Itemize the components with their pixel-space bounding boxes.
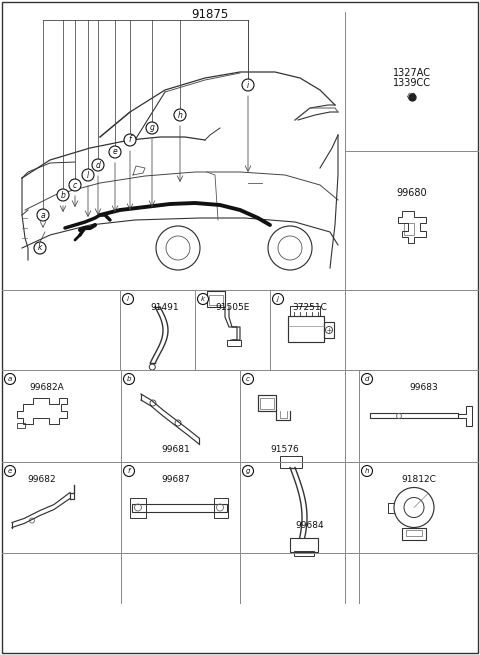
Text: a: a (41, 210, 45, 219)
Text: 1327AC: 1327AC (393, 69, 431, 79)
Text: 99683: 99683 (409, 383, 438, 392)
Text: k: k (201, 296, 205, 302)
Text: 1339CC: 1339CC (393, 79, 431, 88)
Bar (324, 322, 334, 338)
Text: 99684: 99684 (296, 521, 324, 530)
Circle shape (124, 134, 136, 146)
Text: f: f (129, 136, 132, 145)
Text: 99681: 99681 (162, 445, 191, 455)
Bar (214, 498, 228, 517)
Circle shape (361, 373, 372, 384)
Text: c: c (73, 181, 77, 189)
Text: d: d (96, 160, 100, 170)
Text: b: b (127, 376, 131, 382)
Circle shape (273, 293, 284, 305)
Text: f: f (128, 468, 130, 474)
Text: c: c (246, 376, 250, 382)
Circle shape (146, 122, 158, 134)
Text: 91576: 91576 (271, 445, 300, 455)
Circle shape (57, 189, 69, 201)
Bar (130, 498, 146, 517)
Text: 91812C: 91812C (402, 476, 436, 485)
Circle shape (122, 293, 133, 305)
Bar (280, 455, 302, 468)
Bar (132, 504, 227, 512)
Circle shape (4, 373, 15, 384)
Circle shape (156, 226, 200, 270)
Circle shape (69, 179, 81, 191)
Text: l: l (87, 170, 89, 179)
Bar (404, 223, 413, 234)
Circle shape (242, 373, 253, 384)
Bar (207, 291, 225, 307)
Text: 37251C: 37251C (293, 303, 327, 312)
Text: b: b (60, 191, 65, 200)
Bar (288, 316, 324, 342)
Circle shape (268, 226, 312, 270)
Bar (209, 295, 223, 305)
Circle shape (109, 146, 121, 158)
Circle shape (242, 79, 254, 91)
Circle shape (361, 466, 372, 476)
Bar (294, 550, 314, 555)
Bar (402, 527, 426, 540)
Circle shape (242, 466, 253, 476)
Bar (260, 398, 274, 409)
Text: e: e (8, 468, 12, 474)
Text: 99682A: 99682A (30, 383, 64, 392)
Bar (290, 538, 318, 552)
Text: e: e (113, 147, 118, 157)
Text: k: k (38, 244, 42, 252)
Circle shape (197, 293, 208, 305)
Circle shape (92, 159, 104, 171)
Bar (406, 529, 422, 536)
Circle shape (394, 487, 434, 527)
Text: 91491: 91491 (151, 303, 180, 312)
Circle shape (34, 242, 46, 254)
Circle shape (37, 209, 49, 221)
Text: 91505E: 91505E (216, 303, 250, 312)
Bar (290, 306, 320, 316)
Text: a: a (8, 376, 12, 382)
Circle shape (123, 466, 134, 476)
Text: i: i (247, 81, 249, 90)
Text: h: h (178, 111, 182, 119)
Text: 99680: 99680 (396, 187, 427, 198)
Circle shape (174, 109, 186, 121)
Text: 99682: 99682 (28, 476, 56, 485)
Text: g: g (150, 124, 155, 132)
Circle shape (123, 373, 134, 384)
Text: j: j (277, 296, 279, 302)
Circle shape (4, 466, 15, 476)
Text: 91875: 91875 (192, 8, 228, 21)
Text: l: l (127, 296, 129, 302)
Text: 99687: 99687 (162, 476, 191, 485)
Text: h: h (365, 468, 369, 474)
Bar (17, 423, 25, 428)
Circle shape (82, 169, 94, 181)
Text: d: d (365, 376, 369, 382)
Text: g: g (246, 468, 250, 474)
Bar (370, 413, 458, 418)
Bar (227, 340, 241, 346)
Bar (258, 395, 276, 411)
